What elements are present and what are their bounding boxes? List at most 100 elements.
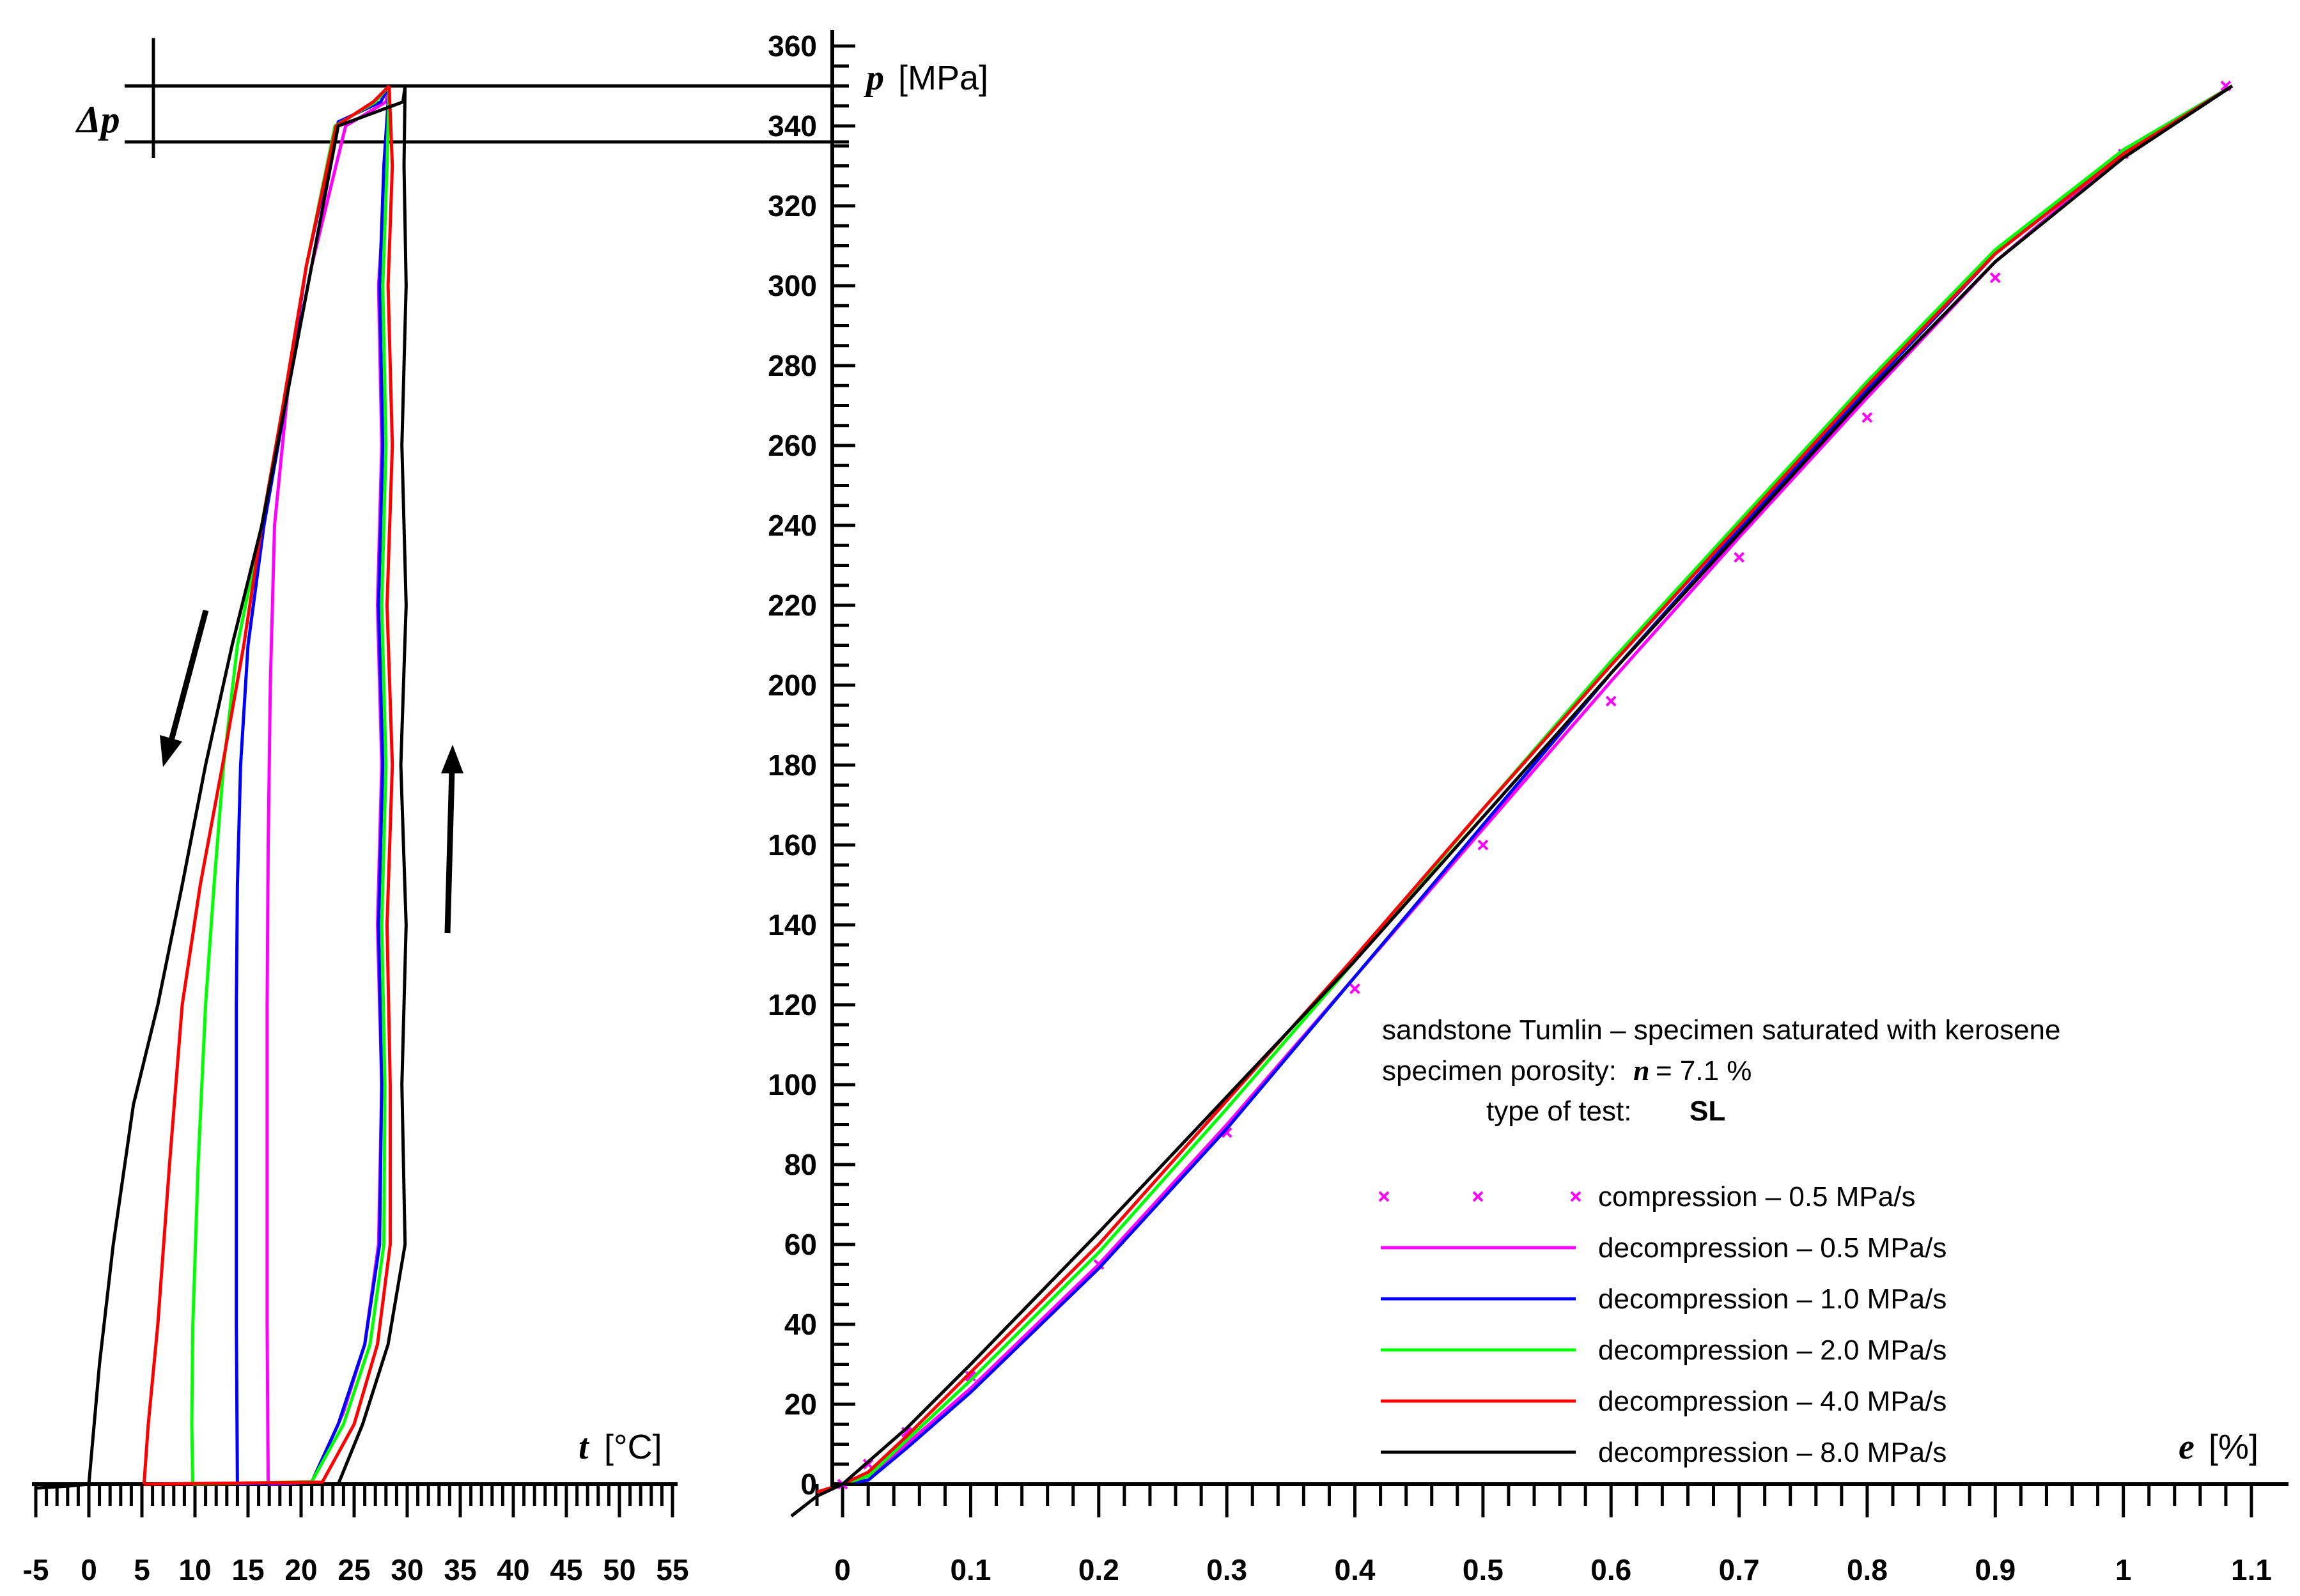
strain-series-3 [816,84,2234,1494]
temperature-tick-label: 40 [497,1553,529,1586]
pressure-tick-label: 320 [768,189,817,222]
temperature-tick-label: 55 [656,1553,688,1586]
strain-series-5 [790,84,2234,1517]
temperature-tick-label: 15 [231,1553,264,1586]
temperature-series-down-3 [142,84,391,1485]
pressure-tick-label: 220 [768,589,817,622]
temperature-tick-label: 50 [603,1553,635,1586]
pressure-tick-label: 300 [768,269,817,302]
delta-p-label: Δp [75,98,120,141]
temperature-series-up-0 [268,86,391,1486]
strain-tick-label: 0.6 [1590,1553,1631,1586]
temperature-tick-label: 10 [178,1553,211,1586]
strain-plot: 0 0.1 0.2 0.3 0.4 0.5 0.6 0.7 0.8 0.9 1 1.1 [790,81,2288,1586]
marker-stroke [1861,412,1873,423]
decompression-direction-arrow [160,609,209,767]
strain-axis-label-unit: [%] [2209,1428,2258,1466]
legend-label: decompression – 1.0 MPa/s [1598,1283,1946,1315]
pressure-tick-label: 100 [768,1068,817,1101]
compression-direction-arrow [441,745,463,934]
strain-tick-label: 0.4 [1335,1553,1376,1586]
temperature-tick-label: -5 [23,1553,49,1586]
temperature-tick-label: 30 [391,1553,423,1586]
strain-tick-label: 1 [2115,1553,2132,1586]
legend-marker-compression [1378,1191,1581,1202]
pressure-tick-label: 160 [768,828,817,862]
temperature-tick-label: 25 [338,1553,370,1586]
marker-stroke [1734,552,1744,563]
temperature-plot: -5 0 5 10 15 20 25 30 35 40 45 50 55 [23,38,849,1586]
temperature-tick-label: 20 [284,1553,317,1586]
annotation-porosity-var: n [1633,1054,1650,1087]
legend-label: decompression – 4.0 MPa/s [1598,1386,1946,1417]
pressure-tick-label: 360 [768,29,817,63]
pressure-tick-label: 0 [800,1468,817,1501]
pressure-tick-label: 80 [784,1148,817,1181]
temperature-series-down-0 [265,86,391,1485]
strain-axis-label-var: e [2179,1427,2195,1467]
annotation-porosity-value: = 7.1 % [1656,1055,1752,1087]
temperature-series-up-3 [144,86,394,1486]
strain-series-4 [816,84,2234,1494]
temperature-axis-label-var: t [579,1427,589,1467]
temperature-tick-label: 0 [81,1553,97,1586]
pressure-tick-label: 120 [768,988,817,1021]
strain-tick-label: 0 [834,1553,851,1586]
marker-stroke [1221,1127,1232,1138]
compression-marker [1734,552,1744,563]
compression-marker [1349,983,1360,995]
temperature-tick-label: 5 [134,1553,150,1586]
pressure-axis: 0 20 40 60 80 100 120 140 160 180 200 220 240 260 280 3… [768,29,855,1501]
compression-marker [1605,695,1617,707]
temperature-series-down-1 [235,85,391,1485]
pressure-axis-label-var: p [864,58,884,98]
temperature-series-up-1 [237,86,391,1486]
temperature-series-up-2 [192,86,391,1486]
temperature-tick-label: 35 [444,1553,476,1586]
compression-marker [1477,839,1489,851]
legend-label: decompression – 2.0 MPa/s [1598,1335,1946,1366]
pressure-tick-label: 340 [768,109,817,143]
strain-series-2 [816,84,2234,1494]
marker-stroke [1349,983,1360,995]
legend-label: decompression – 8.0 MPa/s [1598,1437,1946,1468]
pressure-tick-label: 180 [768,748,817,782]
strain-tick-label: 1.1 [2231,1553,2272,1586]
annotation-test-value: SL [1690,1096,1725,1127]
legend-marker-stroke [1378,1191,1390,1202]
legend-label: compression – 0.5 MPa/s [1598,1181,1915,1212]
pressure-tick-label: 40 [784,1308,817,1341]
marker-stroke [1605,695,1617,707]
pressure-axis-label-unit: [MPa] [898,59,988,97]
temperature-tick-label: 45 [550,1553,582,1586]
strain-tick-label: 0.3 [1206,1553,1247,1586]
strain-tick-label: 0.8 [1847,1553,1888,1586]
legend-marker-stroke [1472,1191,1484,1202]
temperature-axis-label-unit: [°C] [604,1428,662,1466]
temperature-series-down-2 [190,84,391,1485]
compression-marker [1989,272,2001,283]
temperature-series-down-4 [35,86,407,1490]
pressure-tick-label: 60 [784,1228,817,1261]
pressure-tick-label: 260 [768,429,817,462]
legend: compression – 0.5 MPa/s decompression – … [1378,1181,1946,1468]
temperature-series-up-4 [336,86,408,1485]
specimen-annotation: sandstone Tumlin – specimen saturated wi… [1382,1014,2060,1127]
strain-series-1 [816,84,2234,1494]
pressure-tick-label: 140 [768,908,817,941]
marker-stroke [901,1427,912,1438]
strain-tick-label: 0.1 [950,1553,991,1586]
compression-marker [1861,412,1873,423]
legend-label: decompression – 0.5 MPa/s [1598,1232,1946,1264]
annotation-porosity-label: specimen porosity: [1382,1055,1617,1087]
marker-stroke [1477,839,1489,851]
annotation-title: sandstone Tumlin – specimen saturated wi… [1382,1014,2060,1046]
strain-tick-label: 0.2 [1078,1553,1119,1586]
marker-stroke [965,1370,976,1382]
annotation-test-label: type of test: [1486,1096,1631,1127]
strain-tick-label: 0.5 [1463,1553,1504,1586]
marker-stroke [1989,272,2001,283]
strain-tick-label: 0.9 [1975,1553,2016,1586]
strain-tick-label: 0.7 [1719,1553,1760,1586]
